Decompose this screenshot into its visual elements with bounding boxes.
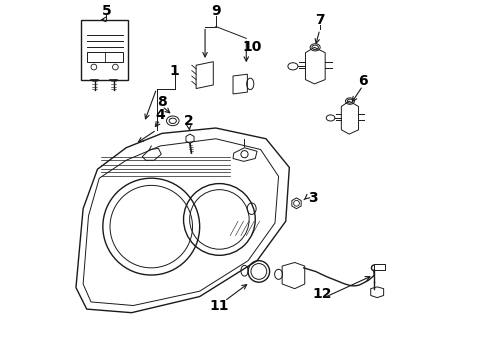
Text: 10: 10 — [242, 40, 261, 54]
Text: 7: 7 — [314, 13, 324, 27]
Text: 1: 1 — [169, 64, 179, 78]
Text: 2: 2 — [183, 114, 193, 128]
Text: 6: 6 — [357, 75, 367, 89]
Text: 4: 4 — [155, 108, 165, 122]
Text: 8: 8 — [157, 95, 166, 109]
Bar — [86, 51, 122, 62]
Text: 9: 9 — [210, 4, 220, 18]
Text: 12: 12 — [312, 287, 332, 301]
Text: 11: 11 — [209, 298, 229, 312]
Text: 3: 3 — [307, 191, 317, 205]
Text: 5: 5 — [102, 4, 111, 18]
